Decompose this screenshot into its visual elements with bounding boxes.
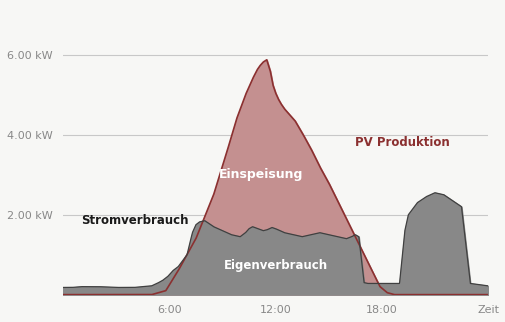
Text: PV Produktion: PV Produktion — [355, 136, 449, 149]
Text: Stromverbrauch: Stromverbrauch — [81, 214, 188, 227]
Text: Eigenverbrauch: Eigenverbrauch — [223, 259, 327, 272]
Text: Einspeisung: Einspeisung — [219, 168, 303, 181]
